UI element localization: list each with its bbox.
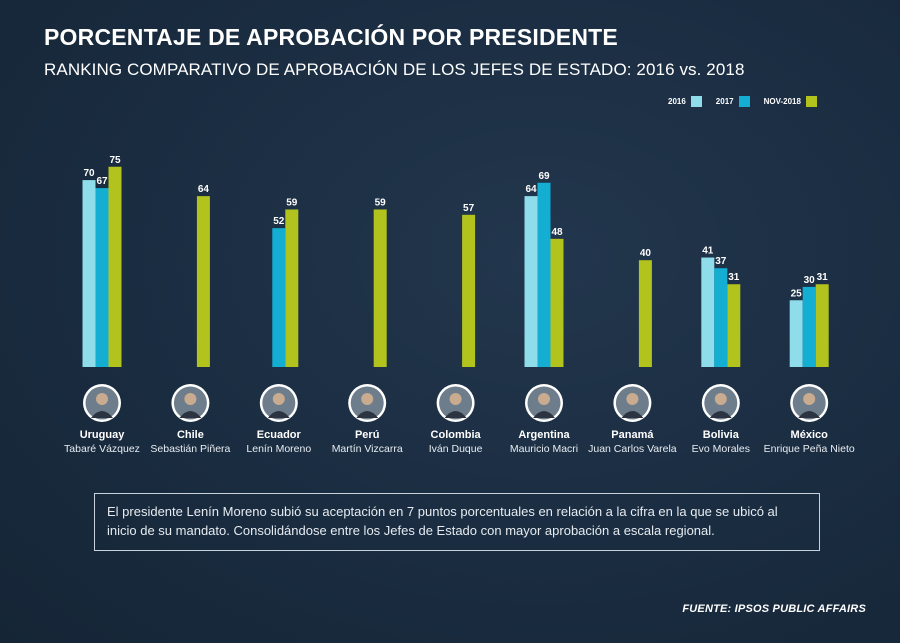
value-label-ecuador-nov-2018: 59 [286,197,298,208]
value-label-uruguay-2016: 70 [83,168,95,179]
legend-swatch-2016 [690,96,702,107]
leader-label-argentina: Mauricio Macri [510,443,578,455]
value-label-bolivia-2016: 41 [702,246,714,257]
value-label-panama-nov-2018: 40 [640,248,652,259]
bar-uruguay-2017 [95,188,109,367]
portrait-body-colombia [444,411,467,418]
portrait-head-uruguay [96,393,108,405]
value-label-argentina-2017: 69 [538,171,550,182]
value-label-bolivia-2017: 37 [715,256,727,267]
leader-label-panama: Juan Carlos Varela [588,443,677,455]
bar-peru-nov-2018 [373,209,387,367]
legend-swatch-nov-2018 [805,96,817,107]
value-label-chile-nov-2018: 64 [198,184,210,195]
bar-bolivia-2017 [714,268,728,367]
country-label-uruguay: Uruguay [80,429,126,441]
chart-legend: 2016 2017 NOV-2018 [668,96,831,107]
legend-label-2016: 2016 [668,97,686,106]
bar-argentina-2016 [524,196,538,367]
value-label-bolivia-nov-2018: 31 [728,272,740,283]
bar-mexico-nov-2018 [815,284,829,367]
legend-item-2016: 2016 [668,96,702,107]
country-label-bolivia: Bolivia [703,429,740,441]
portrait-head-chile [184,393,197,405]
legend-label-2017: 2017 [715,97,734,106]
leader-label-bolivia: Evo Morales [692,443,750,455]
portrait-body-mexico [798,411,821,418]
portrait-head-peru [361,393,374,405]
legend-item-2017: 2017 [716,96,750,107]
leader-label-mexico: Enrique Peña Nieto [764,443,855,455]
country-label-peru: Perú [355,429,379,441]
portrait-body-peru [356,411,379,418]
value-label-mexico-2016: 25 [791,288,803,299]
chart-title: PORCENTAJE DE APROBACIÓN POR PRESIDENTE [44,24,618,50]
portrait-head-panama [626,393,639,405]
value-label-mexico-nov-2018: 31 [817,272,829,283]
note-box: El presidente Lenín Moreno subió su acep… [94,493,820,551]
leader-label-chile: Sebastián Piñera [150,443,230,455]
value-label-uruguay-nov-2018: 75 [109,155,121,166]
bar-mexico-2017 [802,286,816,367]
bar-bolivia-2016 [701,257,715,367]
bar-bolivia-nov-2018 [727,284,741,367]
country-label-mexico: México [791,429,829,441]
bar-mexico-2016 [789,300,803,367]
bar-argentina-nov-2018 [550,238,564,367]
legend-swatch-2017 [738,96,750,107]
legend-item-nov-2018: NOV-2018 [764,96,817,107]
value-label-argentina-2016: 64 [525,184,537,195]
portrait-body-chile [179,411,202,418]
portrait-body-argentina [533,411,555,418]
bar-panama-nov-2018 [638,260,652,367]
value-label-uruguay-2017: 67 [96,176,108,187]
value-label-colombia-nov-2018: 57 [463,203,475,214]
portrait-head-colombia [449,393,462,405]
portrait-head-ecuador [272,393,285,405]
portrait-head-mexico [803,393,816,405]
portrait-body-bolivia [709,411,732,418]
portrait-head-argentina [538,393,550,405]
bar-ecuador-2017 [272,228,286,367]
value-label-peru-nov-2018: 59 [375,197,387,208]
country-label-ecuador: Ecuador [257,429,302,441]
value-label-argentina-nov-2018: 48 [551,227,563,238]
portrait-body-ecuador [267,411,290,418]
value-label-ecuador-2017: 52 [273,216,285,227]
leader-label-colombia: Iván Duque [429,443,483,455]
bar-chile-nov-2018 [196,196,210,367]
country-label-colombia: Colombia [431,429,482,441]
value-label-mexico-2017: 30 [804,275,816,286]
legend-label-nov-2018: NOV-2018 [763,97,801,106]
portrait-body-panama [621,411,644,418]
note-text: El presidente Lenín Moreno subió su acep… [107,504,778,538]
bar-colombia-nov-2018 [462,214,476,367]
bar-uruguay-2016 [82,180,96,367]
bar-ecuador-nov-2018 [285,209,299,367]
leader-label-uruguay: Tabaré Vázquez [64,443,140,455]
leader-label-ecuador: Lenín Moreno [246,443,311,455]
leader-label-peru: Martín Vizcarra [332,443,403,455]
country-label-panama: Panamá [611,429,654,441]
source-label: FUENTE: IPSOS PUBLIC AFFAIRS [682,603,866,615]
portrait-body-uruguay [91,411,113,418]
bar-argentina-2017 [537,182,551,367]
country-label-chile: Chile [177,429,204,441]
country-label-argentina: Argentina [518,429,570,441]
portrait-head-bolivia [714,393,727,405]
chart-subtitle: RANKING COMPARATIVO DE APROBACIÓN DE LOS… [44,60,745,79]
bar-uruguay-nov-2018 [108,166,122,367]
